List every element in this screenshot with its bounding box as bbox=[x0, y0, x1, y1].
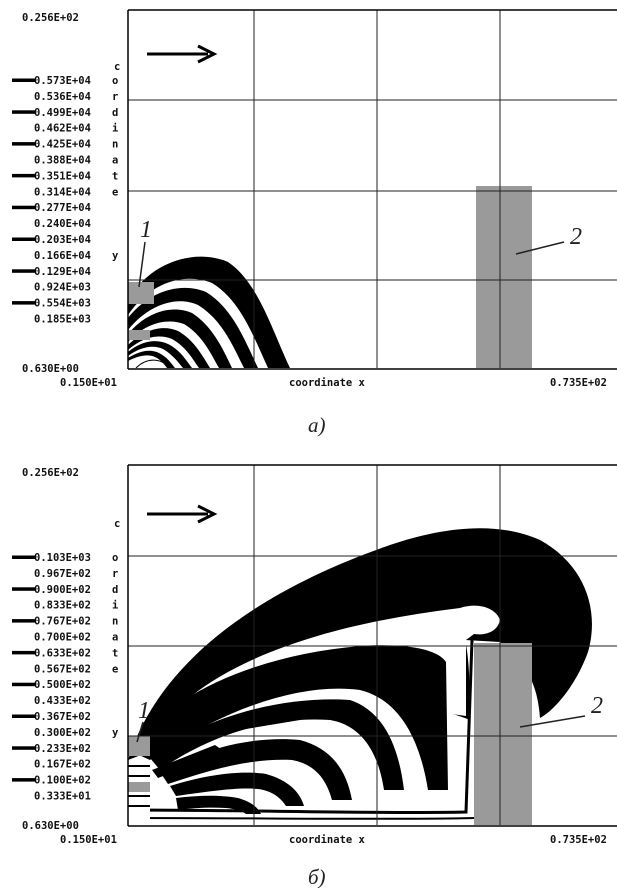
panel-a-annotation-1: 1 bbox=[140, 217, 152, 243]
panel-b-ylabel-letter: t bbox=[112, 647, 118, 659]
panel-a-ylabel-c: c bbox=[114, 61, 120, 73]
panel-a-ylabel-letter: d bbox=[112, 107, 118, 119]
panel-b-level-label: 0.167E+02 bbox=[34, 759, 91, 771]
panel-b-grid bbox=[128, 465, 617, 825]
panel-b-annotation-1: 1 bbox=[138, 698, 150, 724]
panel-b-level-label: 0.233E+02 bbox=[34, 743, 91, 755]
panel-a-level-label: 0.351E+04 bbox=[34, 170, 91, 182]
panel-a-ylabel-letter: o bbox=[112, 75, 118, 87]
panel-b-level-label: 0.333E+01 bbox=[34, 791, 91, 803]
panel-b-level-label: 0.567E+02 bbox=[34, 663, 91, 675]
panel-b-level-label: 0.767E+02 bbox=[34, 616, 91, 628]
panel-a: c 0.256E+02 0.630E+00 0.150E+01 0.735E+0… bbox=[12, 9, 617, 437]
panel-a-xlabel: coordinate x bbox=[289, 377, 366, 389]
panel-a-annotation-2: 2 bbox=[570, 224, 582, 250]
panel-a-level-label: 0.499E+04 bbox=[34, 107, 91, 119]
panel-b-ylabel-letter: d bbox=[112, 584, 118, 596]
panel-a-level-marker bbox=[12, 173, 36, 178]
panel-b-ylabel-letter: n bbox=[112, 616, 118, 628]
panel-a-level-label: 0.166E+04 bbox=[34, 250, 91, 262]
panel-b-annotation-2: 2 bbox=[591, 693, 603, 719]
panel-a-ylabel-letter: e bbox=[112, 186, 118, 198]
panel-b-level-marker bbox=[12, 619, 36, 623]
panel-b-level-label: 0.433E+02 bbox=[34, 695, 91, 707]
panel-b-level-label: 0.700E+02 bbox=[34, 632, 91, 644]
panel-a-level-marker bbox=[12, 142, 36, 146]
panel-b-level-label: 0.900E+02 bbox=[34, 584, 91, 596]
panel-b-x-min: 0.150E+01 bbox=[60, 834, 117, 846]
panel-a-level-label: 0.314E+04 bbox=[34, 186, 91, 198]
panel-b-level-marker bbox=[12, 778, 36, 782]
panel-b-level-label: 0.300E+02 bbox=[34, 727, 91, 739]
panel-a-level-label: 0.924E+03 bbox=[34, 282, 91, 294]
panel-a-level-label: 0.388E+04 bbox=[34, 155, 91, 167]
panel-a-level-label: 0.185E+03 bbox=[34, 314, 91, 326]
panel-b-level-marker bbox=[12, 714, 36, 718]
panel-b-ylabel-letter: o bbox=[112, 552, 118, 564]
panel-a-ylabel-letter: t bbox=[112, 170, 118, 182]
panel-a-level-label: 0.425E+04 bbox=[34, 139, 91, 151]
panel-b-ylabel-letter: r bbox=[112, 568, 118, 580]
panel-b-level-label: 0.633E+02 bbox=[34, 647, 91, 659]
panel-b-level-marker bbox=[12, 682, 36, 687]
panel-a-legend: 0.573E+04 o 0.536E+04 r 0.499E+04 d 0.462E+04 i… bbox=[12, 75, 119, 326]
panel-a-flow-arrow bbox=[147, 44, 218, 64]
panel-b-y-min: 0.630E+00 bbox=[22, 820, 79, 832]
panel-b-level-marker bbox=[12, 746, 36, 750]
panel-a-field bbox=[128, 186, 532, 368]
panel-b-level-label: 0.833E+02 bbox=[34, 600, 91, 612]
panel-a-ylabel-letter: a bbox=[112, 155, 118, 167]
panel-a-level-label: 0.240E+04 bbox=[34, 218, 91, 230]
panel-a-level-label: 0.462E+04 bbox=[34, 123, 91, 135]
panel-a-x-min: 0.150E+01 bbox=[60, 377, 117, 389]
panel-b-level-marker bbox=[12, 650, 36, 655]
panel-a-level-label: 0.277E+04 bbox=[34, 202, 91, 214]
panel-b-ylabel-letter: i bbox=[112, 600, 118, 612]
panel-b-level-label: 0.103E+03 bbox=[34, 552, 91, 564]
panel-a-level-label: 0.536E+04 bbox=[34, 91, 91, 103]
panel-b-ylabel-letter: e bbox=[112, 663, 118, 675]
panel-b-x-max: 0.735E+02 bbox=[550, 834, 607, 846]
panel-b-caption: б) bbox=[308, 865, 326, 888]
panel-b-level-label: 0.967E+02 bbox=[34, 568, 91, 580]
panel-a-level-label: 0.129E+04 bbox=[34, 266, 91, 278]
panel-a-ylabel-letter: r bbox=[112, 91, 118, 103]
panel-b-ylabel-c: c bbox=[114, 518, 120, 530]
panel-a-level-marker bbox=[12, 78, 36, 82]
panel-b-level-label: 0.100E+02 bbox=[34, 775, 91, 787]
panel-b-y-max: 0.256E+02 bbox=[22, 467, 79, 479]
panel-b-ylabel-letter: a bbox=[112, 632, 118, 644]
panel-b: c 0.256E+02 0.630E+00 0.150E+01 0.735E+0… bbox=[12, 464, 617, 888]
panel-a-level-marker bbox=[12, 269, 36, 273]
panel-a-ylabel-y: y bbox=[112, 250, 119, 262]
panel-a-level-label: 0.554E+03 bbox=[34, 298, 91, 310]
panel-b-level-marker bbox=[12, 587, 36, 591]
panel-a-ylabel-letter: i bbox=[112, 123, 118, 135]
panel-a-level-label: 0.203E+04 bbox=[34, 234, 91, 246]
panel-b-field bbox=[128, 528, 592, 825]
panel-a-caption: а) bbox=[308, 413, 326, 437]
panel-a-level-marker bbox=[12, 110, 36, 114]
panel-a-level-marker bbox=[12, 205, 36, 210]
panel-b-level-marker bbox=[12, 555, 36, 559]
panel-a-ylabel-letter: n bbox=[112, 139, 118, 151]
panel-a-level-marker bbox=[12, 237, 36, 241]
panel-b-level-label: 0.367E+02 bbox=[34, 711, 91, 723]
panel-b-flow-arrow bbox=[147, 504, 218, 524]
panel-b-level-label: 0.500E+02 bbox=[34, 679, 91, 691]
panel-b-legend: 0.103E+03 o 0.967E+02 r 0.900E+02 d 0.833E+02 i… bbox=[12, 552, 119, 803]
panel-a-level-label: 0.573E+04 bbox=[34, 75, 91, 87]
panel-b-ylabel-y: y bbox=[112, 727, 119, 739]
panel-a-x-max: 0.735E+02 bbox=[550, 377, 607, 389]
panel-b-xlabel: coordinate x bbox=[289, 834, 366, 846]
panel-a-level-marker bbox=[12, 301, 36, 305]
panel-a-y-max: 0.256E+02 bbox=[22, 12, 79, 24]
panel-a-grid bbox=[128, 10, 617, 368]
panel-a-y-min: 0.630E+00 bbox=[22, 363, 79, 375]
